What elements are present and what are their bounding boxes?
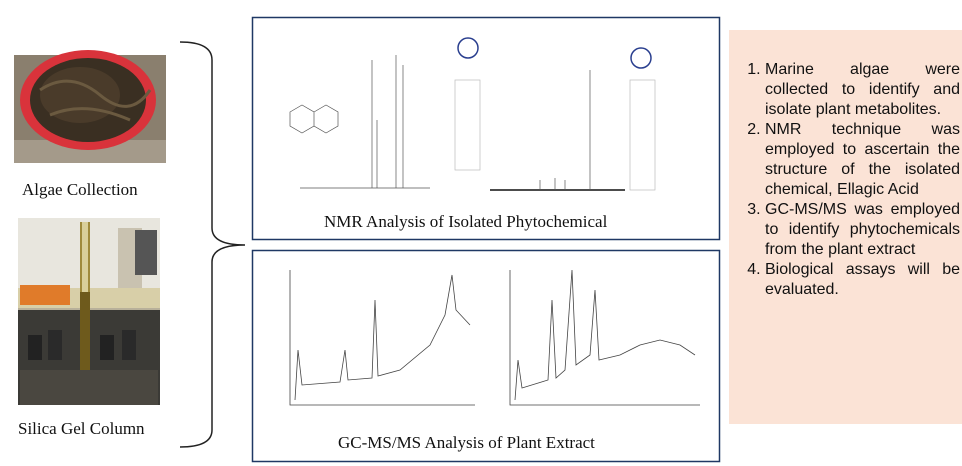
- summary-item: GC-MS/MS was employed to identify phytoc…: [765, 200, 960, 260]
- nmr-spectra: [289, 37, 656, 191]
- photo-caption: Silica Gel Column: [18, 419, 145, 438]
- column-photo: [18, 218, 160, 405]
- summary-item: Marine algae were collected to identify …: [765, 60, 960, 120]
- algae-photo: [14, 50, 166, 163]
- photo-caption: Algae Collection: [22, 180, 138, 199]
- brace: [179, 41, 246, 448]
- summary-panel: Marine algae were collected to identify …: [729, 30, 962, 424]
- panel-caption: GC-MS/MS Analysis of Plant Extract: [338, 433, 595, 452]
- gcms-box: [251, 249, 721, 463]
- summary-item: Biological assays will be evaluated.: [765, 260, 960, 300]
- summary-item: NMR technique was employed to ascertain …: [765, 120, 960, 200]
- nmr-box: [251, 16, 721, 241]
- panel-caption: NMR Analysis of Isolated Phytochemical: [324, 212, 608, 231]
- summary-list: Marine algae were collected to identify …: [737, 60, 960, 300]
- gcms-chromatograms: [289, 269, 700, 406]
